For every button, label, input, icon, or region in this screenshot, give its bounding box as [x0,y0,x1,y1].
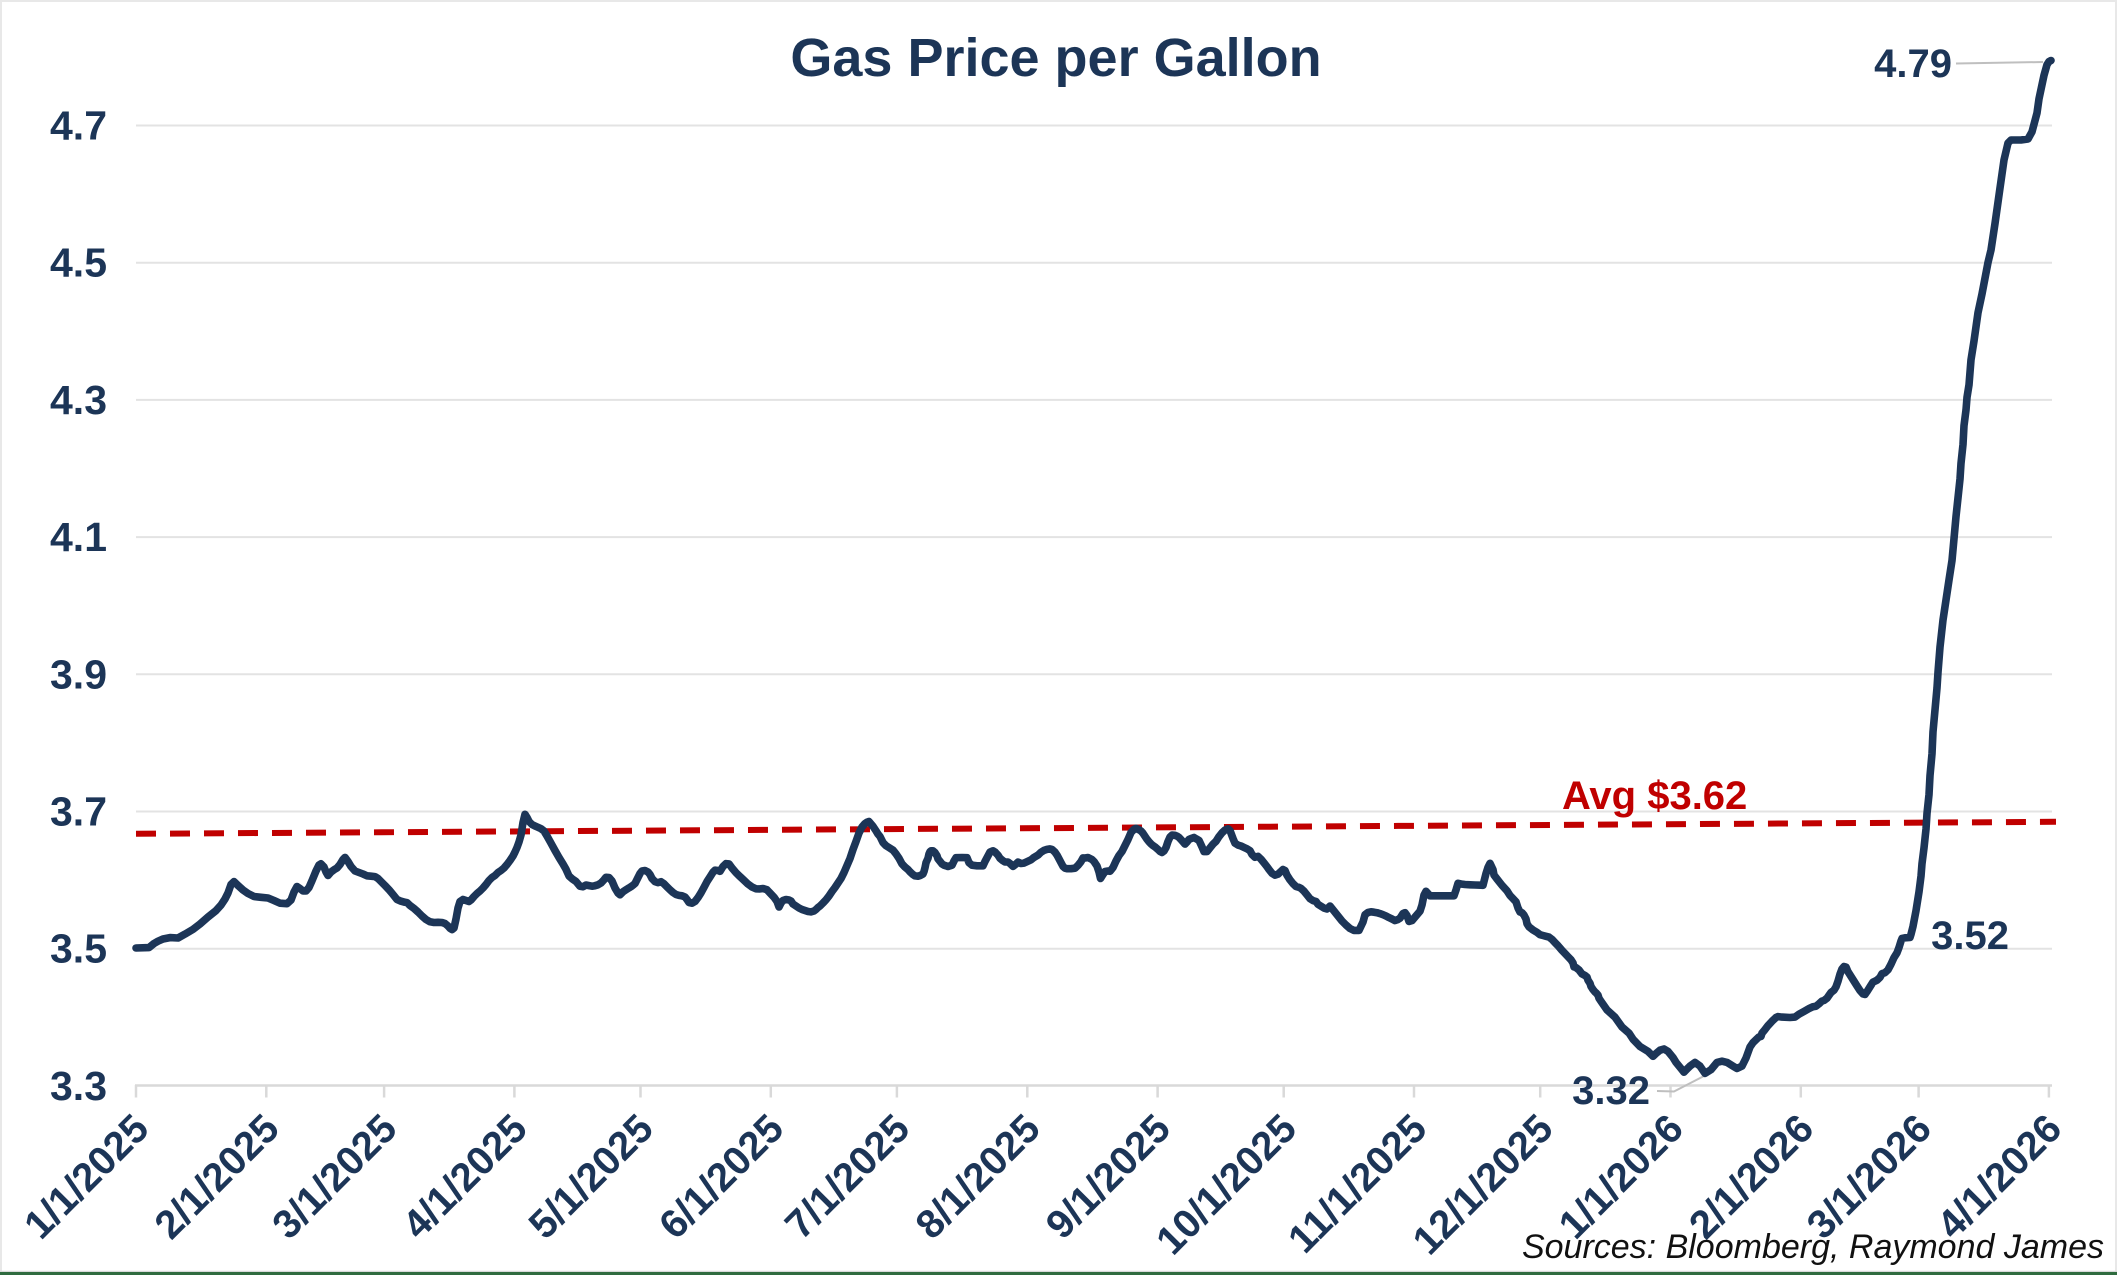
svg-text:4.1: 4.1 [50,514,107,560]
svg-text:3.9: 3.9 [50,651,107,697]
svg-text:3.5: 3.5 [50,926,107,972]
svg-text:Gas Price per Gallon: Gas Price per Gallon [790,28,1321,88]
svg-text:4.5: 4.5 [50,240,107,286]
svg-text:3.52: 3.52 [1931,914,2009,958]
svg-text:4.7: 4.7 [50,103,107,149]
svg-text:Sources: Bloomberg, Raymond Ja: Sources: Bloomberg, Raymond James [1522,1228,2104,1266]
svg-text:4.79: 4.79 [1874,42,1952,86]
svg-text:Avg $3.62: Avg $3.62 [1562,774,1747,818]
svg-text:3.7: 3.7 [50,789,107,835]
svg-text:4.3: 4.3 [50,377,107,423]
svg-text:3.3: 3.3 [50,1063,107,1109]
svg-text:3.32: 3.32 [1572,1069,1650,1113]
